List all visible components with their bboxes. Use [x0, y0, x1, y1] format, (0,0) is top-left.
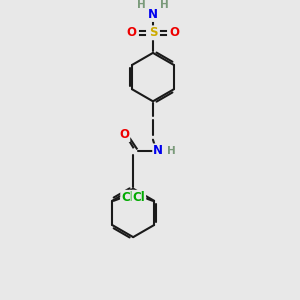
Text: S: S	[149, 26, 157, 39]
Text: Cl: Cl	[121, 191, 134, 204]
Text: N: N	[148, 8, 158, 21]
Text: N: N	[153, 144, 163, 158]
Text: O: O	[169, 26, 179, 39]
Text: O: O	[127, 26, 137, 39]
Text: H: H	[167, 146, 176, 156]
Text: H: H	[137, 0, 146, 10]
Text: H: H	[160, 0, 169, 10]
Text: O: O	[119, 128, 129, 141]
Text: Cl: Cl	[132, 191, 145, 204]
